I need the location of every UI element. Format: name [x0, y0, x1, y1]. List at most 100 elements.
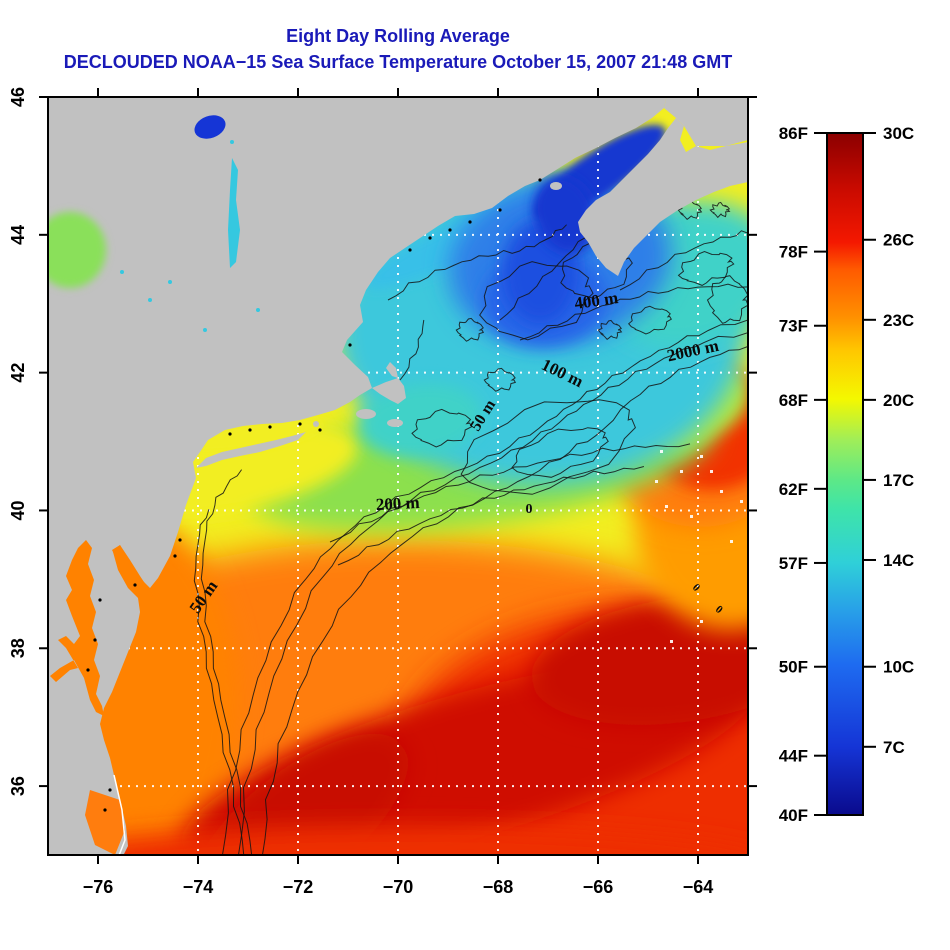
bathymetry-contour-loop — [709, 201, 731, 219]
warm-speckle — [670, 640, 673, 643]
x-axis-tick-label: −74 — [183, 877, 214, 897]
bathymetry-contour-loop — [677, 199, 703, 220]
bathymetry-contour-loop — [455, 317, 485, 342]
warm-speckle — [700, 620, 703, 623]
bathymetry-contour — [619, 230, 748, 291]
colorbar-gradient — [826, 132, 864, 816]
bathymetry-contour — [200, 469, 253, 855]
coast-speckle — [498, 208, 502, 212]
warm-speckle — [700, 455, 703, 458]
bathymetry-contour — [261, 345, 748, 855]
sst-blob — [531, 595, 748, 725]
land-island — [356, 409, 376, 419]
warm-speckle — [655, 480, 658, 483]
land-island — [550, 182, 562, 190]
land-cape-cod — [372, 378, 406, 404]
colorbar-label-f: 73F — [779, 317, 808, 336]
colorbar-label-f: 68F — [779, 391, 808, 410]
y-axis-tick-label: 46 — [8, 87, 28, 107]
colorbar: 86F 78F 73F 68F 62F 57F 50F 44F 40F 30C 26C 23C 20C 1… — [779, 124, 914, 825]
bathymetry-contour-loop — [706, 275, 748, 324]
sst-blob — [358, 383, 482, 457]
coast-speckle — [268, 425, 272, 429]
colorbar-label-f: 62F — [779, 480, 808, 499]
colorbar-label-f: 40F — [779, 806, 808, 825]
nc-sounds — [85, 790, 125, 855]
colorbar-label-f: 78F — [779, 243, 808, 262]
colorbar-label-c: 26C — [883, 231, 914, 250]
bathymetry-contour-loop — [627, 305, 672, 335]
sst-blob — [533, 176, 597, 254]
lake-champlain — [228, 158, 240, 268]
coast-speckle — [298, 422, 302, 426]
small-lake-dot — [203, 328, 207, 332]
small-lake-dot — [120, 270, 124, 274]
x-axis-tick-label: −72 — [283, 877, 314, 897]
bathymetry-contour-loop — [479, 261, 594, 341]
warm-speckle — [680, 470, 683, 473]
bathymetry-contour — [329, 443, 691, 543]
land-top-right — [664, 97, 748, 146]
axes: −76 −74 −72 −70 −68 −66 −64 46 44 42 40 38 36 — [8, 87, 757, 897]
x-axis-tick-label: −64 — [683, 877, 714, 897]
coast-speckle — [133, 583, 137, 587]
y-axis-tick-label: 42 — [8, 363, 28, 383]
small-lake-dot — [256, 308, 260, 312]
bathymetry-contour-loop — [597, 319, 623, 340]
warm-speckle — [710, 470, 713, 473]
coast-speckle — [103, 808, 107, 812]
coast-speckle — [86, 668, 90, 672]
contour-label: 200 m — [375, 493, 420, 514]
land-island — [387, 419, 403, 427]
bathymetry-contour — [221, 319, 748, 855]
coast-speckle — [448, 228, 452, 232]
coast-speckle — [348, 343, 352, 347]
chesapeake-bay — [50, 540, 104, 716]
bathymetry-contour — [519, 283, 748, 341]
bathymetry-contour — [399, 319, 425, 381]
colorbar-label-c: 23C — [883, 311, 914, 330]
colorbar-label-f: 57F — [779, 554, 808, 573]
title-line-2: DECLOUDED NOAA−15 Sea Surface Temperatur… — [64, 52, 732, 72]
y-axis-tick-label: 44 — [8, 225, 28, 245]
lake-ontario — [48, 212, 106, 288]
warm-speckle — [665, 505, 668, 508]
coast-speckle — [428, 236, 432, 240]
bathymetry-contour — [387, 224, 567, 301]
coast-speckle — [228, 432, 232, 436]
coast-speckle — [468, 220, 472, 224]
x-axis-tick-label: −68 — [483, 877, 514, 897]
x-axis-tick-label: −76 — [83, 877, 114, 897]
bathymetry-contour-loop — [460, 399, 636, 495]
colorbar-label-f: 50F — [779, 658, 808, 677]
small-lake-dot — [230, 140, 234, 144]
small-lake-dot — [168, 280, 172, 284]
sst-blob — [48, 825, 748, 855]
land-cape-cod-hook — [386, 362, 398, 378]
warm-speckle — [740, 500, 743, 503]
coast-speckle — [538, 178, 542, 182]
coast-speckle — [408, 248, 412, 252]
colorbar-label-c: 30C — [883, 124, 914, 143]
warm-speckle — [730, 540, 733, 543]
colorbar-label-f: 86F — [779, 124, 808, 143]
outer-banks-line — [113, 774, 126, 855]
colorbar-label-c: 14C — [883, 551, 914, 570]
lake-st-lawrence — [194, 115, 226, 139]
y-axis-tick-label: 38 — [8, 638, 28, 658]
coast-speckle — [178, 538, 182, 542]
contour-label: 0 — [526, 502, 533, 517]
colorbar-label-c: 10C — [883, 658, 914, 677]
coast-speckle — [108, 788, 112, 792]
land-nova-scotia — [578, 118, 748, 276]
coast-speckle — [248, 428, 252, 432]
coast-speckle — [93, 638, 97, 642]
title-line-1: Eight Day Rolling Average — [286, 26, 510, 46]
bathymetry-contour-loop — [511, 427, 609, 478]
y-axis-tick-label: 40 — [8, 500, 28, 520]
sst-blob — [192, 733, 408, 855]
land-long-island — [196, 432, 306, 468]
